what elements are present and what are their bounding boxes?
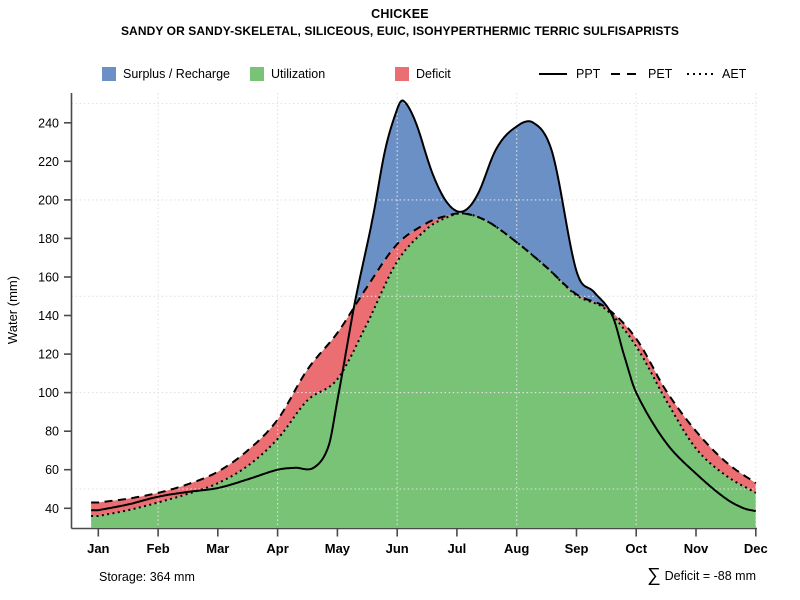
x-tick-label: Feb bbox=[147, 541, 170, 556]
legend-label-deficit: Deficit bbox=[416, 67, 451, 81]
y-axis-title: Water (mm) bbox=[5, 276, 20, 344]
chart-subtitle: SANDY OR SANDY-SKELETAL, SILICEOUS, EUIC… bbox=[120, 24, 680, 38]
y-tick-label: 220 bbox=[38, 155, 59, 169]
x-tick-label: Nov bbox=[684, 541, 709, 556]
dotted-line-icon bbox=[687, 73, 713, 75]
surplus-swatch-icon bbox=[102, 67, 116, 81]
chart-title: CHICKEE bbox=[371, 7, 429, 21]
y-tick-label: 40 bbox=[45, 502, 59, 516]
legend-label-utilization: Utilization bbox=[271, 67, 326, 81]
legend-item-surplus: Surplus / Recharge bbox=[102, 66, 230, 82]
y-tick-label: 180 bbox=[38, 232, 59, 246]
legend-item-pet: PET bbox=[610, 66, 672, 82]
x-tick-label: Mar bbox=[206, 541, 229, 556]
chart-legend: Surplus / Recharge Utilization Deficit P… bbox=[0, 66, 800, 84]
sum-deficit-label: ∑ Deficit = -88 mm bbox=[647, 564, 756, 586]
y-tick-label: 200 bbox=[38, 193, 59, 207]
curves bbox=[91, 99, 757, 517]
x-tick-label: Jan bbox=[87, 541, 109, 556]
fills bbox=[91, 100, 756, 528]
x-tick-label: Jul bbox=[448, 541, 467, 556]
x-tick-label: Apr bbox=[266, 541, 288, 556]
y-tick-label: 80 bbox=[45, 425, 59, 439]
deficit-swatch-icon bbox=[395, 67, 409, 81]
y-tick-label: 140 bbox=[38, 309, 59, 323]
surplus-fill bbox=[354, 100, 610, 311]
sum-deficit-text: Deficit = -88 mm bbox=[664, 569, 756, 583]
gridlines bbox=[71, 93, 757, 529]
dashed-line-icon bbox=[611, 73, 639, 75]
x-tick-label: Dec bbox=[744, 541, 768, 556]
sigma-icon: ∑ bbox=[647, 565, 661, 586]
utilization-swatch-icon bbox=[250, 67, 264, 81]
y-tick-label: 60 bbox=[45, 463, 59, 477]
x-tick-label: Oct bbox=[625, 541, 647, 556]
legend-item-utilization: Utilization bbox=[250, 66, 325, 82]
x-tick-label: May bbox=[325, 541, 351, 556]
pet-line bbox=[91, 212, 757, 504]
legend-item-aet: AET bbox=[686, 66, 746, 82]
y-tick-label: 160 bbox=[38, 270, 59, 284]
utilization-fill bbox=[91, 213, 756, 528]
solid-line-icon bbox=[539, 73, 567, 75]
axis-labels: 40 60 80 100 120 140 160 180 200 220 240 Jan Feb Mar A… bbox=[5, 116, 768, 556]
legend-label-aet: AET bbox=[722, 67, 747, 81]
legend-label-surplus: Surplus / Recharge bbox=[123, 67, 231, 81]
legend-label-pet: PET bbox=[648, 67, 673, 81]
y-tick-label: 100 bbox=[38, 386, 59, 400]
legend-item-deficit: Deficit bbox=[395, 66, 451, 82]
x-tick-label: Aug bbox=[504, 541, 529, 556]
storage-label: Storage: 364 mm bbox=[99, 570, 195, 584]
ppt-line bbox=[91, 99, 757, 513]
legend-item-ppt: PPT bbox=[538, 66, 600, 82]
axes bbox=[64, 93, 757, 537]
legend-label-ppt: PPT bbox=[576, 67, 601, 81]
x-tick-label: Jun bbox=[386, 541, 409, 556]
x-tick-label: Sep bbox=[565, 541, 589, 556]
y-tick-label: 120 bbox=[38, 348, 59, 362]
y-tick-label: 240 bbox=[38, 116, 59, 130]
